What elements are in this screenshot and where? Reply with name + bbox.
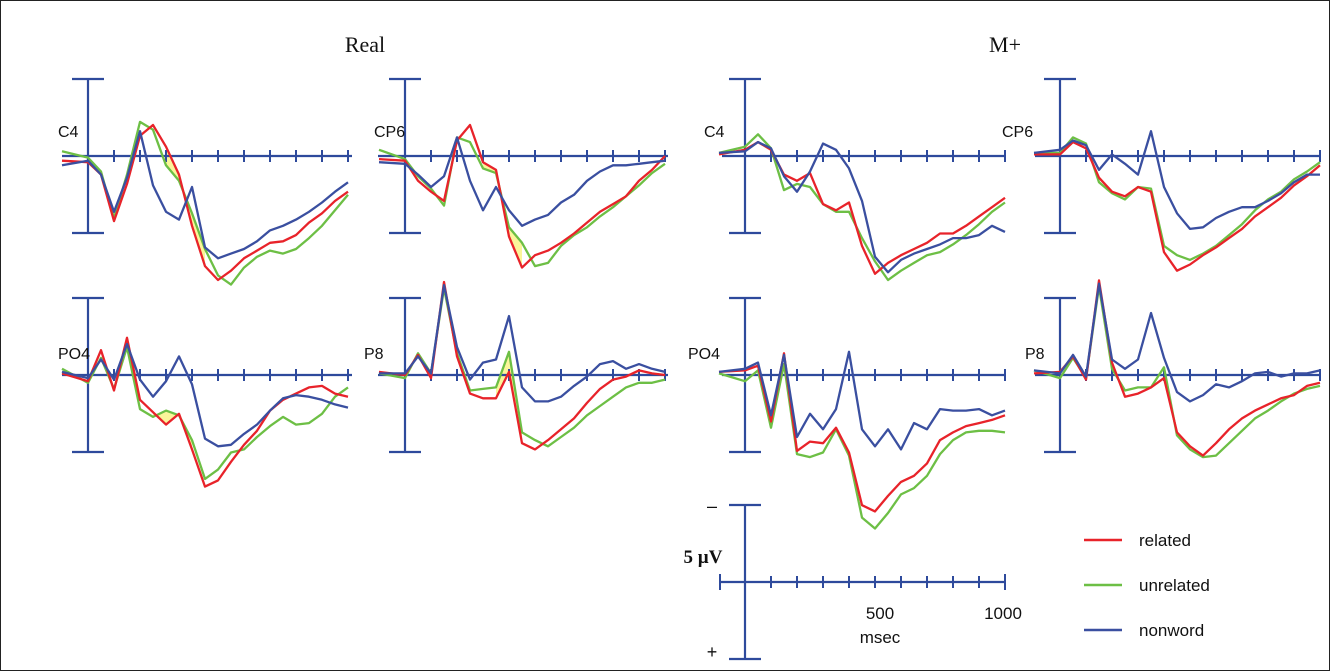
series-line-related: [1034, 140, 1321, 272]
series-line-unrelated: [718, 133, 1006, 282]
panel-real-p8: P8: [364, 280, 668, 454]
series-line-nonword: [718, 350, 1006, 451]
series-line-nonword: [718, 140, 1006, 274]
electrode-label: P8: [364, 346, 384, 363]
electrode-label: C4: [704, 124, 725, 141]
scale-neg-label: –: [707, 496, 717, 516]
series-line-related: [61, 336, 349, 488]
electrode-label: PO4: [58, 346, 90, 363]
series-line-unrelated: [718, 362, 1006, 530]
legend: related unrelated nonword: [1084, 531, 1210, 640]
scale-unit-label: msec: [860, 628, 901, 647]
series-line-related: [718, 140, 1006, 275]
series-line-nonword: [61, 130, 349, 260]
series-line-related: [378, 123, 666, 269]
panel-real-c4: C4: [58, 77, 352, 286]
scale-tick-label-500: 500: [866, 604, 894, 623]
electrode-label: PO4: [688, 346, 720, 363]
erp-panels: C4 CP6 C4 CP6 PO4 P8 PO4 P8: [58, 77, 1321, 530]
electrode-label: CP6: [374, 124, 405, 141]
highlight-band: [483, 162, 522, 268]
scale-bar: – + 5 µV 500 1000 msec: [684, 496, 1022, 662]
panel-real-cp6: CP6: [374, 77, 668, 269]
panel-mplus-c4: C4: [704, 77, 1006, 282]
legend-label-related: related: [1139, 531, 1191, 550]
electrode-label: P8: [1025, 346, 1045, 363]
scale-amplitude-label: 5 µV: [684, 547, 723, 568]
scale-tick-label-1000: 1000: [984, 604, 1022, 623]
group-title-mplus: M+: [989, 32, 1021, 57]
series-line-nonword: [378, 136, 666, 227]
series-line-related: [61, 123, 349, 282]
panel-mplus-p8: P8: [1025, 279, 1321, 459]
series-line-nonword: [379, 283, 666, 403]
legend-label-unrelated: unrelated: [1139, 576, 1210, 595]
panel-mplus-cp6: CP6: [1002, 77, 1321, 272]
electrode-label: C4: [58, 124, 79, 141]
electrode-label: CP6: [1002, 124, 1033, 141]
group-title-real: Real: [345, 32, 385, 57]
series-line-nonword: [61, 342, 349, 448]
series-line-related: [1033, 279, 1321, 457]
legend-label-nonword: nonword: [1139, 621, 1204, 640]
panel-real-po4: PO4: [58, 296, 352, 488]
panel-mplus-po4: PO4: [688, 296, 1006, 530]
series-line-nonword: [1033, 130, 1320, 231]
series-line-nonword: [1033, 282, 1321, 403]
scale-pos-label: +: [707, 642, 718, 662]
